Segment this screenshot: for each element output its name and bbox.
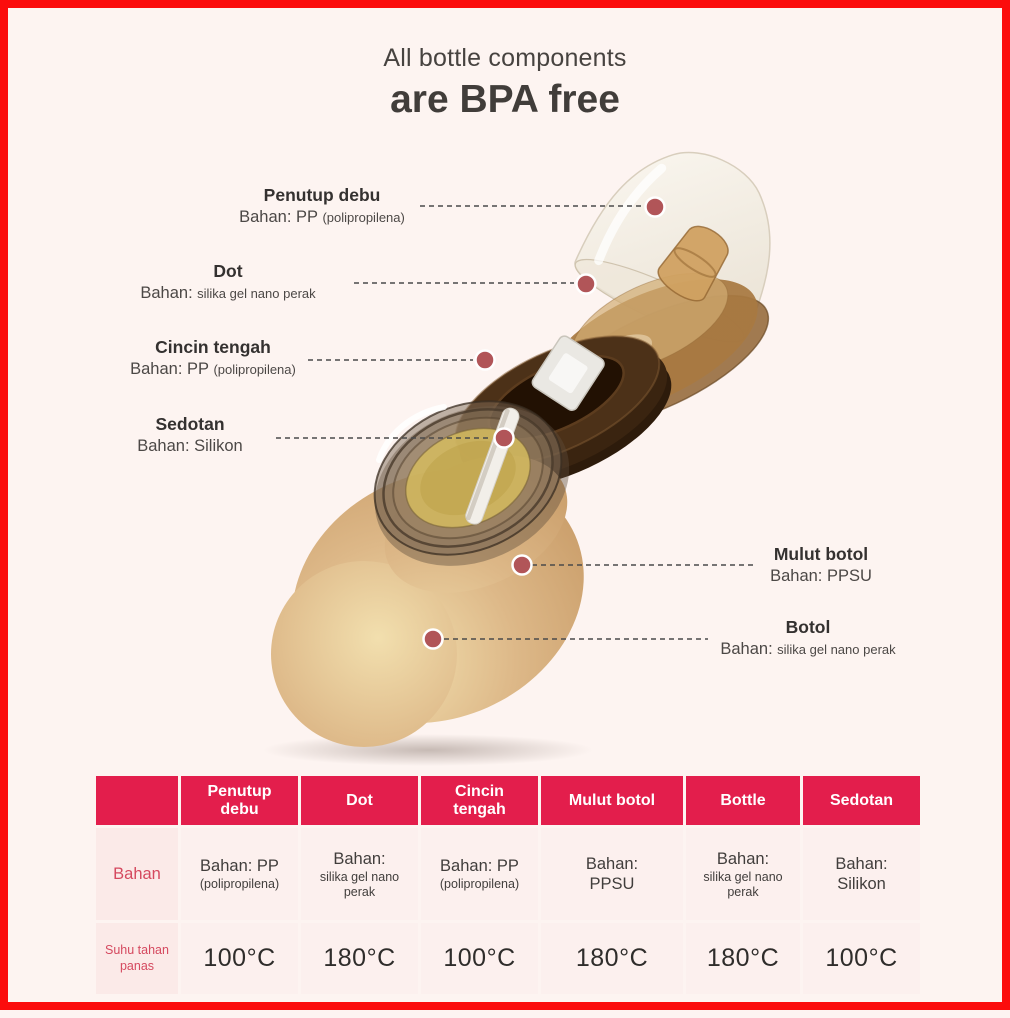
table-header-penutup-debu: Penutup debu bbox=[181, 776, 298, 825]
callout-note: silika gel nano perak bbox=[777, 641, 896, 657]
callout-title: Sedotan bbox=[155, 414, 225, 434]
callout-mulut-botol: Mulut botol Bahan: PPSU bbox=[701, 543, 941, 588]
marker-dot-penutup-debu bbox=[644, 196, 666, 218]
cell-bahan-bottle: Bahan: silika gel nano perak bbox=[686, 828, 800, 920]
callout-material: Bahan: Silikon bbox=[137, 436, 243, 455]
callout-title: Dot bbox=[213, 261, 243, 281]
row-label-bahan: Bahan bbox=[96, 828, 178, 920]
callout-material: Bahan: bbox=[140, 283, 193, 302]
callout-material: Bahan: bbox=[720, 639, 773, 658]
cell-suhu-penutup-debu: 100°C bbox=[181, 923, 298, 994]
callout-penutup-debu: Penutup debu Bahan: PP (polipropilena) bbox=[194, 184, 450, 229]
callout-dot: Dot Bahan: silika gel nano perak bbox=[108, 260, 348, 305]
straw-clip-illustration bbox=[531, 335, 605, 411]
callout-title: Cincin tengah bbox=[155, 337, 271, 357]
callout-material: Bahan: PPSU bbox=[770, 566, 872, 585]
callout-material: Bahan: PP bbox=[130, 359, 210, 378]
callout-note: (polipropilena) bbox=[322, 209, 405, 225]
cell-bahan-penutup-debu: Bahan: PP (polipropilena) bbox=[181, 828, 298, 920]
spec-table: Penutup debu Dot Cincin tengah Mulut bot… bbox=[96, 776, 931, 994]
callout-title: Penutup debu bbox=[263, 185, 381, 205]
page-title: All bottle components are BPA free bbox=[8, 44, 1002, 122]
exploded-bottle-diagram bbox=[263, 151, 771, 766]
cell-suhu-dot: 180°C bbox=[301, 923, 418, 994]
callout-botol: Botol Bahan: silika gel nano perak bbox=[688, 616, 928, 661]
cell-suhu-mulut-botol: 180°C bbox=[541, 923, 683, 994]
row-label-suhu-tahan-panas: Suhu tahan panas bbox=[96, 923, 178, 994]
callout-note: silika gel nano perak bbox=[197, 285, 316, 301]
table-header-sedotan: Sedotan bbox=[803, 776, 920, 825]
table-header-mulut-botol: Mulut botol bbox=[541, 776, 683, 825]
callout-cincin-tengah: Cincin tengah Bahan: PP (polipropilena) bbox=[88, 336, 338, 381]
callout-material: Bahan: PP bbox=[239, 207, 319, 226]
cell-bahan-mulut-botol: Bahan: PPSU bbox=[541, 828, 683, 920]
cell-bahan-cincin-tengah: Bahan: PP (polipropilena) bbox=[421, 828, 538, 920]
marker-dot-cincin-tengah bbox=[474, 349, 496, 371]
cell-suhu-cincin-tengah: 100°C bbox=[421, 923, 538, 994]
callout-sedotan: Sedotan Bahan: Silikon bbox=[70, 413, 310, 458]
table-header-corner bbox=[96, 776, 178, 825]
marker-dot-dot bbox=[575, 273, 597, 295]
callout-note: (polipropilena) bbox=[213, 361, 296, 377]
callout-title: Mulut botol bbox=[773, 544, 869, 564]
marker-dot-botol bbox=[422, 628, 444, 650]
marker-dot-mulut-botol bbox=[511, 554, 533, 576]
cell-suhu-sedotan: 100°C bbox=[803, 923, 920, 994]
cell-bahan-dot: Bahan: silika gel nano perak bbox=[301, 828, 418, 920]
bottle-shadow bbox=[263, 734, 593, 766]
title-line-1: All bottle components bbox=[383, 44, 627, 72]
marker-dot-sedotan bbox=[493, 427, 515, 449]
cell-bahan-sedotan: Bahan: Silikon bbox=[803, 828, 920, 920]
table-header-dot: Dot bbox=[301, 776, 418, 825]
table-header-cincin-tengah: Cincin tengah bbox=[421, 776, 538, 825]
title-line-2: are BPA free bbox=[390, 78, 620, 121]
callout-title: Botol bbox=[785, 617, 831, 637]
table-header-bottle: Bottle bbox=[686, 776, 800, 825]
cell-suhu-bottle: 180°C bbox=[686, 923, 800, 994]
